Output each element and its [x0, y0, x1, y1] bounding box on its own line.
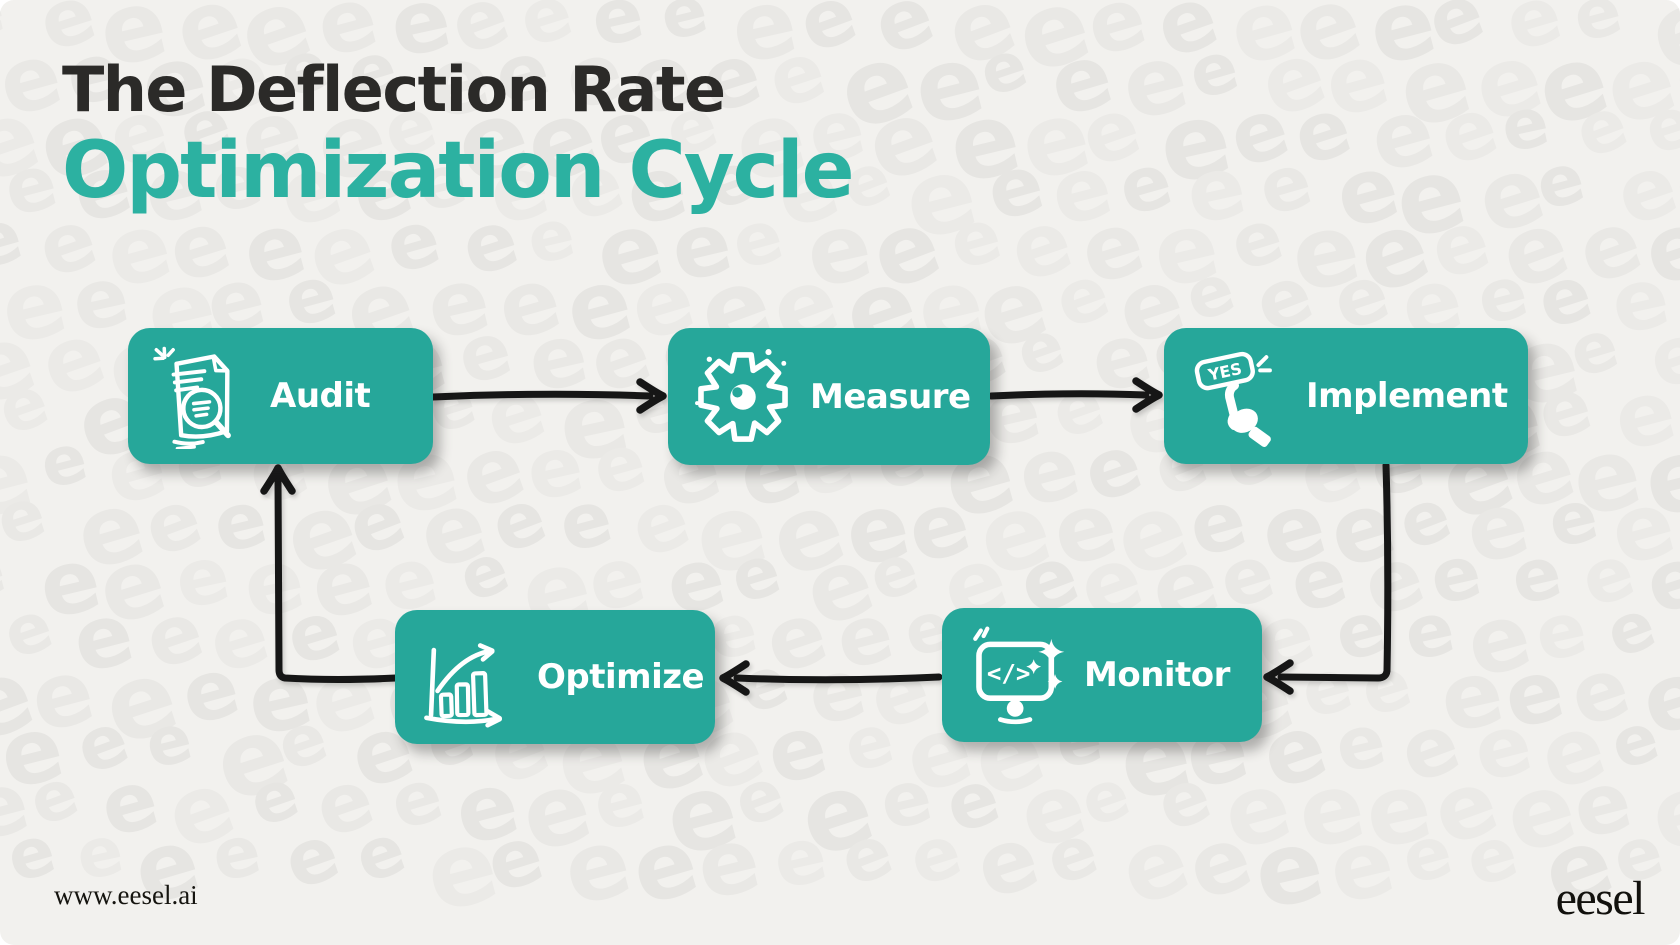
title-line-2: Optimization Cycle — [62, 126, 854, 216]
step-label: Monitor — [1084, 655, 1230, 695]
step-box-measure: Measure — [668, 328, 990, 465]
gear-icon — [692, 344, 794, 450]
footer-website-url: www.eesel.ai — [54, 880, 198, 910]
arrow-monitor-to-optimize — [719, 660, 943, 696]
code-glyph-text: </> — [987, 659, 1031, 687]
growth-chart-icon — [419, 624, 521, 730]
arrow-implement-to-monitor — [1263, 461, 1392, 695]
arrow-optimize-to-audit — [260, 464, 400, 683]
arrow-measure-to-implement — [987, 377, 1163, 413]
document-magnifier-icon — [152, 343, 254, 451]
arrow-audit-to-measure — [429, 378, 667, 414]
step-box-implement: YES Implement — [1164, 328, 1528, 464]
brand-logo: eesel — [1555, 872, 1646, 925]
step-label: Optimize — [537, 657, 705, 697]
step-box-optimize: Optimize — [395, 610, 715, 744]
title-line-1: The Deflection Rate — [62, 53, 726, 126]
step-label: Audit — [270, 376, 371, 416]
step-box-monitor: </> Monitor — [942, 608, 1262, 742]
step-label: Implement — [1306, 376, 1508, 416]
yes-button-click-icon: YES — [1188, 343, 1290, 449]
code-monitor-icon: </> — [966, 622, 1068, 728]
step-label: Measure — [810, 376, 971, 417]
step-box-audit: Audit — [128, 328, 433, 464]
